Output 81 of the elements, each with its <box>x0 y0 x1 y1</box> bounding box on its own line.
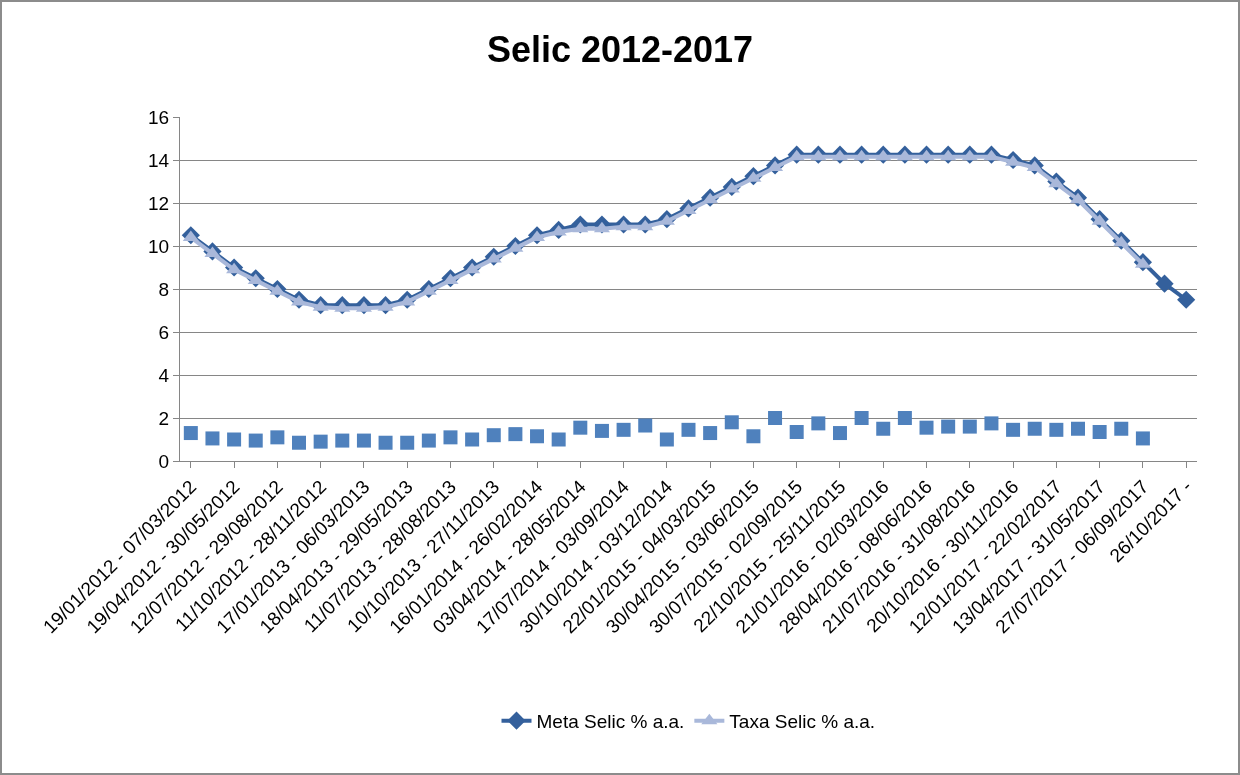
point <box>1027 421 1042 436</box>
point <box>983 149 1000 161</box>
point <box>292 435 307 450</box>
point <box>788 149 805 161</box>
point <box>724 415 739 430</box>
point <box>400 435 415 450</box>
point <box>464 262 481 274</box>
point <box>961 149 978 161</box>
point <box>941 419 956 434</box>
point <box>1114 421 1129 436</box>
y-tick-label: 12 <box>148 192 170 214</box>
y-tick-label: 2 <box>158 407 170 429</box>
point <box>789 424 804 439</box>
point <box>335 433 350 448</box>
point <box>1070 421 1085 436</box>
point <box>638 418 653 433</box>
point <box>1049 422 1064 437</box>
point <box>248 433 263 448</box>
point <box>486 428 501 443</box>
point <box>659 432 674 447</box>
point <box>205 431 220 446</box>
y-tick-label: 10 <box>148 235 170 257</box>
point <box>465 432 480 447</box>
point <box>810 149 827 161</box>
point <box>572 221 589 233</box>
point <box>573 420 588 435</box>
point <box>313 434 328 449</box>
point <box>918 149 935 161</box>
point <box>811 416 826 431</box>
point <box>1113 235 1130 247</box>
point <box>227 432 242 447</box>
point <box>508 427 523 442</box>
point <box>443 430 458 445</box>
point <box>681 422 696 437</box>
point <box>270 430 285 445</box>
point <box>421 433 436 448</box>
point <box>637 219 654 231</box>
point <box>1135 431 1150 446</box>
point <box>616 422 631 437</box>
point <box>702 192 719 204</box>
point <box>940 149 957 161</box>
point <box>399 294 416 306</box>
point <box>897 411 912 425</box>
point <box>746 429 761 444</box>
y-tick-label: 16 <box>148 106 170 128</box>
y-tick-label: 4 <box>158 364 170 386</box>
point <box>530 429 545 444</box>
point <box>378 435 393 450</box>
point <box>854 411 869 425</box>
legend-label: Meta Selic % a.a. <box>536 711 685 733</box>
y-tick-label: 14 <box>148 149 170 171</box>
legend-label: Taxa Selic % a.a. <box>729 711 876 733</box>
point <box>853 149 870 161</box>
point <box>356 433 371 448</box>
point <box>1092 424 1107 439</box>
point <box>594 423 609 438</box>
point <box>832 426 847 441</box>
point <box>551 432 566 447</box>
point <box>984 416 999 431</box>
point <box>919 420 934 435</box>
point <box>875 149 892 161</box>
y-tick-label: 8 <box>158 278 170 300</box>
point <box>204 246 221 258</box>
point <box>768 411 783 425</box>
point <box>1026 160 1043 172</box>
point <box>226 262 243 274</box>
point <box>876 421 891 436</box>
point <box>615 219 632 231</box>
point <box>1155 274 1174 293</box>
point <box>1048 176 1065 188</box>
point <box>1177 290 1196 309</box>
point <box>896 149 913 161</box>
point <box>680 203 697 215</box>
point <box>703 426 718 441</box>
chart-title: Selic 2012-2017 <box>486 28 754 70</box>
point <box>183 426 198 441</box>
y-tick-label: 0 <box>158 450 170 472</box>
point <box>485 251 502 263</box>
point <box>1006 422 1021 437</box>
point <box>962 419 977 434</box>
y-tick-label: 6 <box>158 321 170 343</box>
